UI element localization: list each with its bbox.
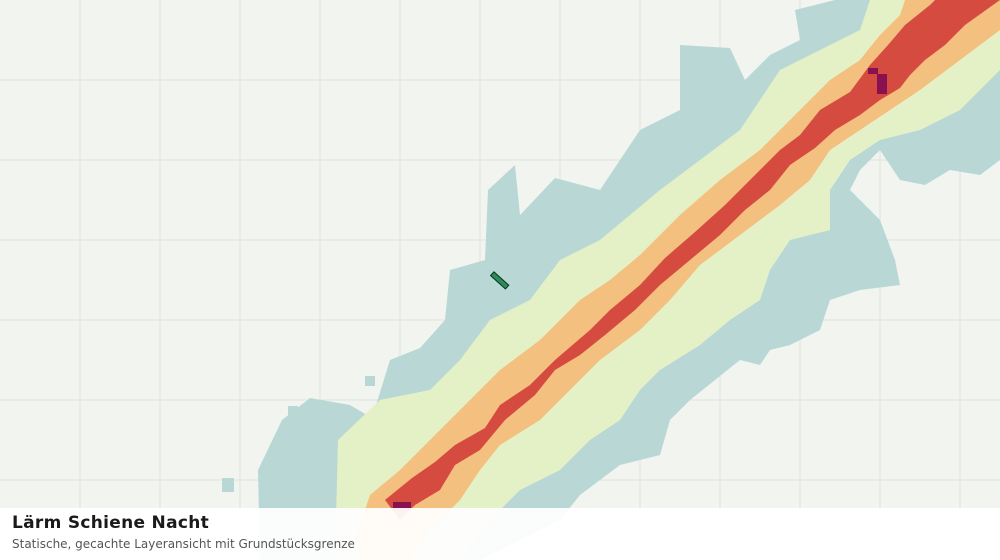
parcel-boundary [489,271,510,290]
layer-subtitle: Statische, gecachte Layeransicht mit Gru… [12,537,355,551]
noise-zone-high [385,0,1000,520]
info-panel: Lärm Schiene Nacht Statische, gecachte L… [0,508,1000,560]
layer-title: Lärm Schiene Nacht [12,513,210,533]
noise-zone-very-high [393,68,887,510]
noise-zone-mid [355,0,1000,560]
